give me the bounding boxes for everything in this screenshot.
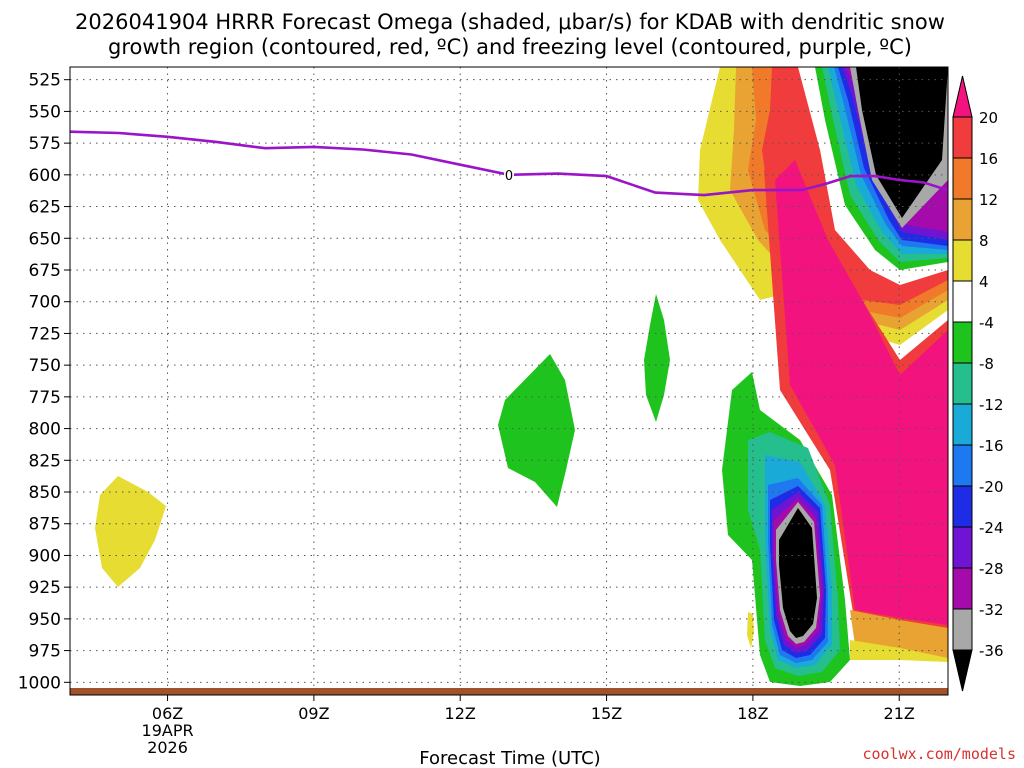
omega-shading [95,67,948,686]
chart-title-line1: 2026041904 HRRR Forecast Omega (shaded, … [75,10,945,34]
shade-core-black-lower [779,508,817,638]
colorbar-swatch-13 [952,608,973,651]
colorbar-label-3: 8 [979,232,989,250]
colorbar-label-9: -20 [979,478,1004,496]
y-tick-label-750: 750 [29,356,61,376]
x-tick-label-18Z: 18Z [737,704,768,723]
y-tick-label-650: 650 [29,229,61,249]
y-tick-label-625: 625 [29,198,61,218]
shade-cell-yellow-left [95,476,166,587]
x-tick-label-12Z: 12Z [445,704,476,723]
shade-cell-green-mid [498,354,575,507]
colorbar-swatch-8 [952,403,973,446]
y-tick-label-825: 825 [29,451,61,471]
colorbar-label-1: 16 [979,150,998,168]
y-tick-label-975: 975 [29,642,61,662]
y-tick-label-950: 950 [29,610,61,630]
colorbar-label-12: -32 [979,601,1004,619]
colorbar-label-4: 4 [979,273,989,291]
chart-title-line2: growth region (contoured, red, ºC) and f… [108,35,912,59]
colorbar-swatch-4 [952,239,973,282]
y-tick-label-1000: 1000 [18,673,61,693]
colorbar-label-13: -36 [979,642,1004,660]
colorbar-label-0: 20 [979,109,998,127]
colorbar-label-5: -4 [979,314,994,332]
colorbar-swatch-1 [952,116,973,159]
shade-cell-green-narrow [644,294,670,422]
shade-band-yellow-lower [850,640,948,662]
credit-text: coolwx.com/models [862,745,1016,763]
y-tick-label-925: 925 [29,578,61,598]
y-tick-label-600: 600 [29,166,61,186]
y-tick-label-550: 550 [29,102,61,122]
y-tick-label-775: 775 [29,388,61,408]
y-tick-label-700: 700 [29,293,61,313]
colorbar-swatch-7 [952,362,973,405]
colorbar-label-8: -16 [979,437,1004,455]
freezing-level-label-bg [504,166,514,183]
x-tick-year: 2026 [147,738,188,757]
shade-band-magenta-column [775,160,948,625]
ground-strip [70,688,948,695]
colorbar-swatch-11 [952,526,973,569]
colorbar-swatch-5 [952,280,973,323]
colorbar-label-10: -24 [979,519,1004,537]
freezing-level-label: 0 [505,169,513,184]
plot-frame [69,66,949,696]
shade-cell-yellow-speck [747,612,754,648]
x-tick-label-09Z: 09Z [298,704,329,723]
x-tick-label-06Z: 06Z [152,704,183,723]
x-axis-label: Forecast Time (UTC) [419,748,600,768]
freezing-level-line [70,130,948,197]
y-tick-label-725: 725 [29,324,61,344]
grid-lines [70,67,948,695]
colorbar-swatch-3 [952,198,973,241]
y-tick-label-875: 875 [29,515,61,535]
colorbar-swatch-0 [952,75,973,118]
shade-band-gold-lower [850,610,948,660]
y-tick-label-900: 900 [29,546,61,566]
colorbar-swatch-2 [952,157,973,200]
colorbar-label-2: 12 [979,191,998,209]
colorbar-label-6: -8 [979,355,994,373]
y-tick-label-675: 675 [29,261,61,281]
colorbar-swatch-6 [952,321,973,364]
colorbar-swatch-10 [952,485,973,528]
y-tick-label-525: 525 [29,71,61,91]
x-tick-label-21Z: 21Z [884,704,915,723]
colorbar-label-11: -28 [979,560,1004,578]
colorbar-label-7: -12 [979,396,1004,414]
y-tick-label-800: 800 [29,420,61,440]
colorbar-swatch-12 [952,567,973,610]
colorbar-swatch-14 [952,649,973,692]
y-tick-label-850: 850 [29,483,61,503]
colorbar-swatch-9 [952,444,973,487]
x-tick-date: 19APR [142,721,194,740]
colorbar: 20 16 12 8 4 -4 -8 -12 -16 -20 -24 -28 -32 -36 [952,75,1004,692]
y-tick-label-575: 575 [29,134,61,154]
x-tick-label-15Z: 15Z [591,704,622,723]
freezing-level-contour [70,130,948,197]
y-axis: 525 550 575 600 625 650 675 700 725 750 775 800 825 8… [18,71,70,693]
shade-core-black-upper [856,67,948,218]
